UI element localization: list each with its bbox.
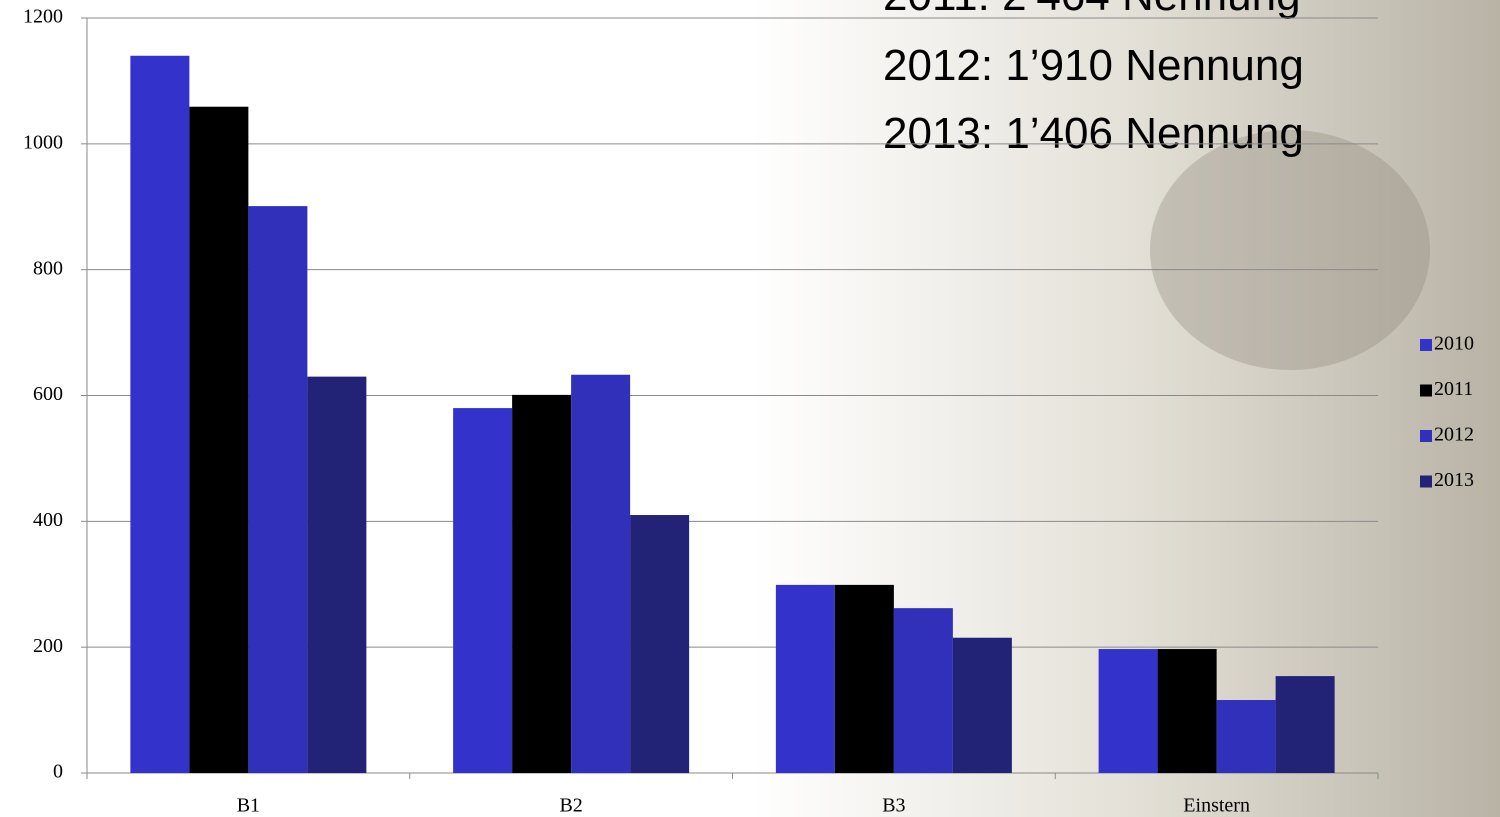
legend-label: 2012 [1434,424,1474,446]
background-photo [1150,130,1430,370]
bar [189,106,249,773]
y-tick-label: 1200 [23,6,63,28]
y-tick-label: 200 [33,635,63,657]
bar [775,584,835,773]
bar [1275,676,1335,773]
legend-label: 2010 [1434,333,1474,355]
bar [630,515,690,773]
bar [834,584,894,773]
x-tick-label: B2 [559,795,582,817]
y-tick-label: 0 [53,761,63,783]
note: 2011: 2’464 Nennung [883,0,1301,20]
legend-swatch [1420,475,1432,488]
bar [512,394,572,773]
bar [248,206,308,773]
legend-label: 2013 [1434,469,1474,491]
x-tick-label: B3 [882,795,905,817]
legend-swatch [1420,430,1432,442]
note: 2012: 1’910 Nennung [883,41,1304,90]
bar [571,374,631,773]
bar [130,55,190,773]
legend-swatch [1420,384,1432,397]
bar [1157,649,1217,773]
bar [453,408,513,773]
x-tick-label: Einstern [1183,795,1250,817]
y-tick-label: 600 [33,383,63,405]
bar [1098,649,1158,773]
legend-swatch [1420,339,1432,351]
y-tick-label: 800 [33,257,63,279]
y-tick-label: 1000 [23,131,63,153]
note: 2013: 1’406 Nennung [883,109,1304,158]
bar [952,637,1012,773]
x-tick-label: B1 [237,795,260,817]
bar [307,376,367,773]
legend-label: 2011 [1434,378,1473,400]
y-tick-label: 400 [33,509,63,531]
bar [893,608,953,773]
bar [1216,700,1276,773]
